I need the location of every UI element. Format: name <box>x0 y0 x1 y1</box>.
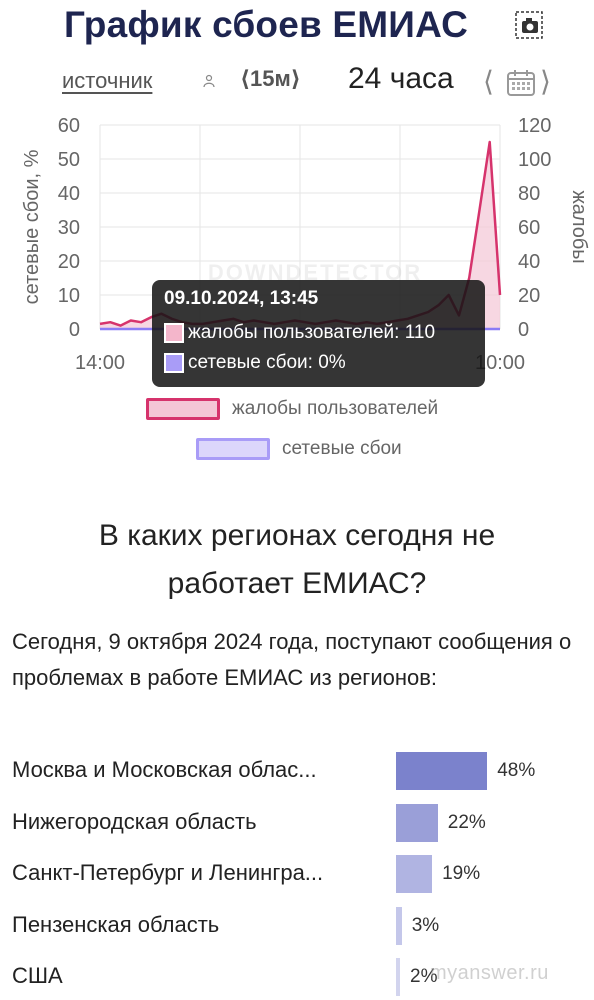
region-row[interactable]: Пензенская область 3% <box>0 903 594 947</box>
region-name: Москва и Московская облас... <box>12 757 317 782</box>
source-link[interactable]: источник <box>62 68 153 93</box>
tooltip-swatch-network <box>164 353 184 373</box>
left-axis-tick-label: 40 <box>58 183 80 205</box>
left-axis-tick-label: 0 <box>69 319 80 341</box>
right-axis-tick-label: 20 <box>518 285 540 307</box>
region-percent-label: 19% <box>442 863 481 884</box>
region-percent-label: 2% <box>410 966 438 987</box>
legend-item-complaints[interactable]: жалобы пользователей <box>146 398 438 420</box>
left-axis-tick-label: 30 <box>58 217 80 239</box>
left-axis-tick-label: 60 <box>58 115 80 137</box>
left-axis-tick-label: 10 <box>58 285 80 307</box>
region-row[interactable]: Санкт-Петербург и Ленингра... 19% <box>0 851 594 895</box>
next-day-button[interactable]: ⟩ <box>540 66 551 97</box>
region-percent-bar <box>396 958 400 996</box>
region-name: Нижегородская область <box>12 808 257 834</box>
tooltip-row-complaints: жалобы пользователей: 110 <box>164 322 435 344</box>
left-axis-title: сетевые сбои, % <box>21 149 43 304</box>
x-axis-tick-label: 14:00 <box>75 352 125 374</box>
region-percent-bar <box>396 752 488 790</box>
tooltip-swatch-complaints <box>164 323 184 343</box>
screenshot-camera-icon[interactable] <box>514 10 544 40</box>
region-percent-label: 48% <box>497 760 536 781</box>
site-watermark: myanswer.ru <box>430 962 549 984</box>
right-axis-title: жалобы <box>568 190 590 263</box>
legend-swatch-complaints <box>146 398 220 420</box>
page-title: График сбоев ЕМИАС <box>64 4 469 45</box>
x-axis-tick-label: 10:00 <box>475 352 525 374</box>
region-name: Санкт-Петербург и Ленингра... <box>12 860 324 885</box>
regions-description: Сегодня, 9 октября 2024 года, поступают … <box>12 629 572 690</box>
right-axis-tick-label: 40 <box>518 251 540 273</box>
chart-tooltip: 09.10.2024, 13:45 жалобы пользователей: … <box>152 280 485 387</box>
header: График сбоев ЕМИАС <box>0 0 594 50</box>
region-row[interactable]: Нижегородская область 22% <box>0 800 594 844</box>
tooltip-title: 09.10.2024, 13:45 <box>164 288 319 309</box>
legend-swatch-network <box>196 438 270 460</box>
region-row[interactable]: США 2% <box>0 954 594 998</box>
region-percent-bar <box>396 855 433 893</box>
tooltip-row-network: сетевые сбои: 0% <box>164 352 346 374</box>
region-name: Пензенская область <box>12 911 220 937</box>
tooltip-text-complaints: жалобы пользователей: 110 <box>188 322 436 343</box>
region-percent-label: 3% <box>411 914 440 936</box>
tooltip-text-network: сетевые сбои: 0% <box>188 352 346 373</box>
region-percent-bar <box>396 906 402 945</box>
region-name: США <box>12 963 63 988</box>
right-axis-tick-label: 80 <box>518 183 540 205</box>
calendar-icon[interactable] <box>505 68 537 98</box>
chart-controls: источник ⟨15м⟩ 24 часа ⟨ ⟩ <box>0 60 594 104</box>
regions-heading: В каких регионах сегодня не работает ЕМИ… <box>98 519 496 600</box>
region-percent-label: 22% <box>447 811 486 833</box>
right-axis-tick-label: 60 <box>518 217 540 239</box>
region-row[interactable]: Москва и Московская облас... 48% <box>0 748 594 792</box>
legend-label-complaints: жалобы пользователей <box>232 398 439 419</box>
right-axis-tick-label: 100 <box>518 149 551 171</box>
right-axis-tick-label: 120 <box>518 115 551 137</box>
legend-label-network: сетевые сбои <box>282 438 402 459</box>
right-axis-tick-label: 0 <box>518 319 529 341</box>
period-label[interactable]: 24 часа <box>348 62 454 95</box>
user-icon[interactable] <box>202 74 216 88</box>
interval-selector[interactable]: ⟨15м⟩ <box>240 66 301 91</box>
legend-item-network[interactable]: сетевые сбои <box>196 438 402 460</box>
prev-day-button[interactable]: ⟨ <box>483 66 494 97</box>
left-axis-tick-label: 50 <box>58 149 80 171</box>
left-axis-tick-label: 20 <box>58 251 80 273</box>
region-percent-bar <box>396 803 438 842</box>
